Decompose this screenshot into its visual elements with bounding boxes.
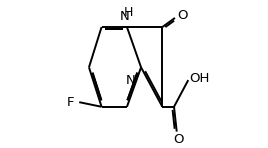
Text: OH: OH — [189, 72, 209, 85]
Text: O: O — [177, 9, 188, 22]
Text: N: N — [119, 10, 129, 23]
Text: F: F — [66, 96, 74, 109]
Text: H: H — [124, 6, 133, 19]
Text: N: N — [125, 74, 135, 87]
Text: O: O — [173, 133, 183, 146]
